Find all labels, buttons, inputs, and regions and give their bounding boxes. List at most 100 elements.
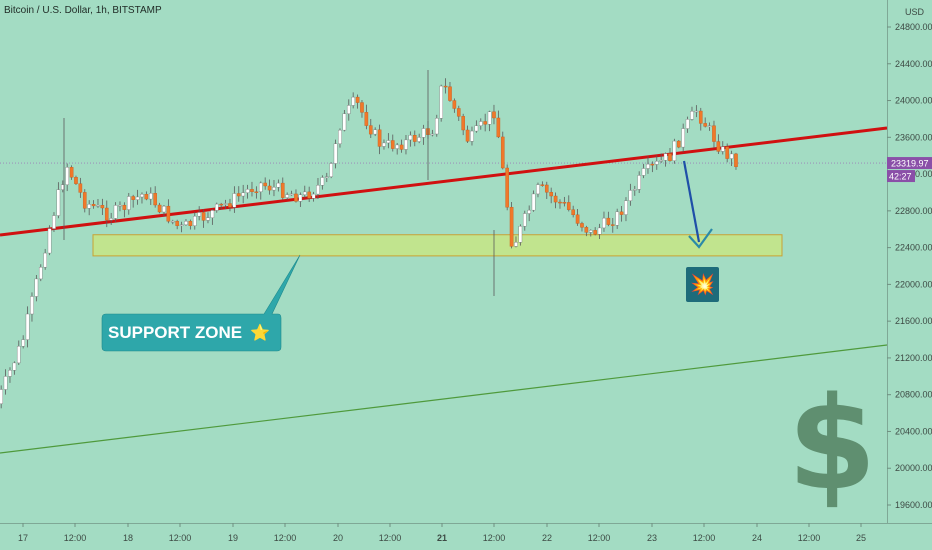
candle-body (109, 218, 113, 221)
candle-body (399, 144, 404, 150)
candle-body (465, 129, 470, 142)
candle-body (588, 230, 593, 233)
candle-body (16, 345, 21, 364)
candle-body (707, 125, 712, 127)
x-tick-label: 12:00 (169, 533, 192, 543)
candle-body (258, 182, 263, 193)
candle-body (395, 144, 399, 149)
candle-body (703, 123, 707, 127)
candle-body (144, 194, 149, 200)
candle-body (483, 121, 487, 125)
y-tick-label: 20400.00 (895, 426, 932, 436)
candle-body (734, 153, 738, 167)
candle-body (69, 167, 74, 178)
candle-body (641, 168, 646, 176)
candle-body (360, 102, 364, 113)
x-tick-label: 12:00 (693, 533, 716, 543)
candle-body (668, 153, 672, 161)
explosion-icon-box (686, 267, 719, 302)
support-trend-line (0, 344, 888, 454)
candle-body (78, 183, 83, 193)
x-tick-label: 12:00 (274, 533, 297, 543)
candle-body (412, 134, 417, 142)
candle-body (30, 296, 34, 315)
candle-body (100, 205, 105, 209)
candle-body (558, 201, 562, 204)
candle-body (584, 227, 589, 233)
candle-body (404, 139, 408, 150)
candle-body (316, 185, 320, 195)
candle-body (170, 220, 175, 223)
candle-body (8, 370, 12, 377)
candle-body (3, 376, 8, 390)
countdown-badge (887, 170, 915, 183)
candle-body (263, 182, 267, 187)
candle-body (690, 111, 694, 120)
candle-body (536, 184, 540, 195)
candle-body (179, 224, 184, 227)
candle-body (386, 140, 391, 144)
x-tick-label: 25 (856, 533, 866, 543)
candle-body (214, 203, 219, 211)
candle-body (377, 129, 382, 147)
candle-body (38, 266, 43, 280)
candle-body (364, 112, 369, 126)
candle-body (580, 223, 584, 228)
annotations: 💥 SUPPORT ZONE ⭐ $ Bitcoin / U.S. Dollar, 1h… (4, 5, 877, 519)
candle-body (272, 187, 276, 191)
candle-body (478, 121, 483, 126)
candle-body (140, 194, 144, 198)
candle-body (104, 207, 109, 221)
candle-body (646, 163, 650, 169)
candle-body (338, 129, 342, 144)
candle-body (540, 184, 545, 186)
x-tick-label: 12:00 (483, 533, 506, 543)
candle-body (452, 100, 457, 109)
y-tick-label: 23600.00 (895, 132, 932, 142)
y-tick-label: 22000.00 (895, 279, 932, 289)
candle-body (461, 116, 465, 131)
candle-body (162, 205, 166, 213)
candle-body (157, 204, 162, 213)
x-tick-label: 18 (123, 533, 133, 543)
candle-body (518, 225, 523, 243)
candle-body (0, 389, 3, 404)
candle-body (52, 215, 56, 229)
x-tick-label: 21 (437, 533, 447, 543)
candle-body (228, 203, 232, 208)
trend-lines (0, 126, 888, 454)
candle-body (571, 209, 575, 216)
candle-body (329, 163, 333, 177)
candle-body (232, 193, 237, 208)
candle-body (676, 140, 681, 148)
resistance-trend-line (0, 126, 888, 237)
x-tick-label: 20 (333, 533, 343, 543)
candle-body (712, 125, 716, 142)
chart-title: Bitcoin / U.S. Dollar, 1h, BITSTAMP (4, 5, 162, 16)
candle-body (43, 252, 47, 268)
candle-body (148, 193, 153, 200)
candle-body (593, 230, 597, 235)
candle-body (355, 96, 360, 103)
candle-body (408, 134, 413, 141)
candle-body (311, 193, 316, 199)
candle-body (514, 242, 518, 247)
candle-body (324, 176, 329, 178)
candle-body (241, 192, 245, 197)
candle-body (685, 119, 690, 129)
candle-body (126, 196, 131, 210)
candle-body (553, 195, 558, 203)
candle-body (56, 189, 61, 216)
candle-body (34, 278, 39, 297)
candle-body (672, 140, 677, 161)
candle-body (382, 142, 386, 147)
y-tick-label: 24000.00 (895, 96, 932, 106)
candle-body (21, 339, 25, 347)
candle-body (320, 177, 325, 186)
candle-body (492, 111, 496, 119)
y-tick-label: 22400.00 (895, 243, 932, 253)
x-tick-label: 12:00 (64, 533, 87, 543)
